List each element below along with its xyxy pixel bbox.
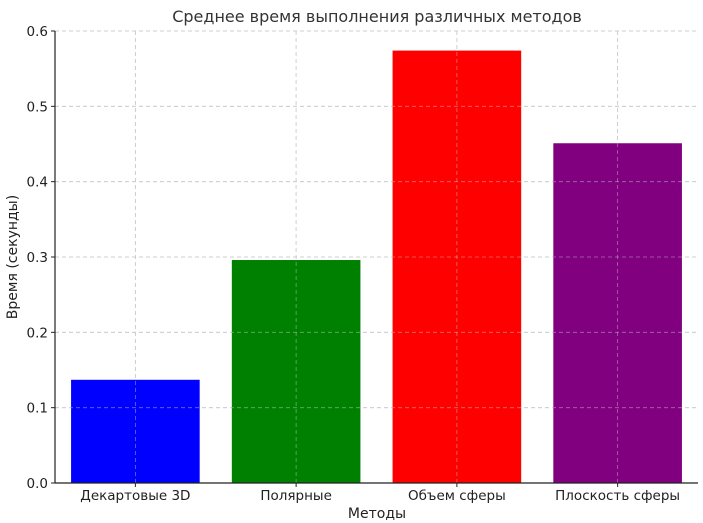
y-tick-label: 0.5 (27, 99, 48, 115)
x-tick-label: Плоскость сферы (555, 488, 680, 504)
chart-title: Среднее время выполнения различных метод… (172, 7, 582, 26)
y-tick-label: 0.2 (27, 325, 48, 341)
y-tick-label: 0.0 (27, 476, 48, 492)
x-tick-label: Объем сферы (408, 488, 506, 504)
bars (55, 30, 698, 483)
x-tick-label: Декартовые 3D (80, 488, 190, 504)
y-tick-label: 0.1 (27, 401, 48, 417)
x-tick-label: Полярные (260, 488, 332, 504)
y-ticks: 0.0 0.1 0.2 0.3 0.4 0.5 0.6 (27, 24, 55, 492)
x-ticks: Декартовые 3D Полярные Объем сферы Плоскост… (80, 483, 680, 504)
y-tick-label: 0.6 (27, 24, 48, 40)
y-axis-label: Время (секунды) (5, 195, 21, 319)
y-tick-label: 0.4 (27, 175, 48, 191)
x-axis-label: Методы (348, 506, 406, 522)
y-tick-label: 0.3 (27, 250, 48, 266)
